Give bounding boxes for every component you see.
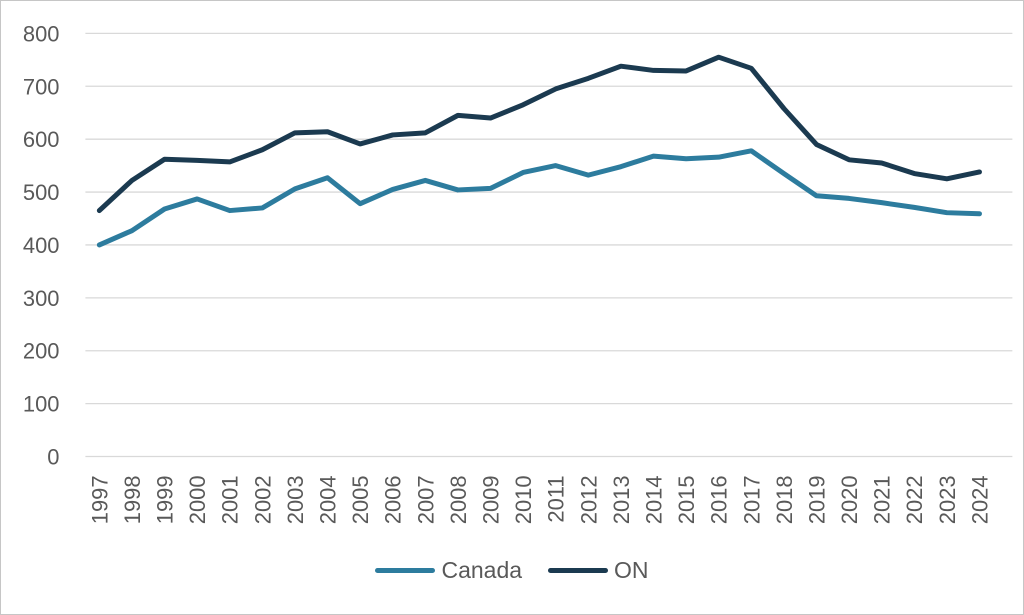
x-axis-tick-label: 2010 bbox=[511, 475, 536, 524]
x-axis-tick-label: 2018 bbox=[772, 475, 797, 524]
x-axis-tick-label: 1997 bbox=[87, 475, 112, 524]
legend-swatch-on-line bbox=[548, 568, 609, 573]
y-axis-tick-label: 300 bbox=[23, 286, 60, 311]
x-axis-tick-label: 2011 bbox=[544, 475, 569, 522]
legend-item-on: ON bbox=[548, 559, 649, 582]
legend-label-canada: Canada bbox=[441, 557, 523, 583]
x-axis-tick-label: 2005 bbox=[348, 475, 373, 524]
x-axis-tick-label: 2017 bbox=[739, 475, 764, 524]
y-axis-tick-label: 800 bbox=[23, 21, 60, 46]
y-axis-tick-label: 200 bbox=[23, 339, 60, 364]
x-axis-tick-label: 2021 bbox=[870, 475, 895, 524]
series-line-on bbox=[96, 54, 982, 214]
y-axis-tick-label: 0 bbox=[47, 444, 59, 469]
x-axis-tick-label: 2015 bbox=[674, 475, 699, 524]
x-axis-tick-label: 2022 bbox=[902, 475, 927, 524]
x-axis-tick-label: 2009 bbox=[478, 475, 503, 524]
x-axis-tick-label: 2016 bbox=[707, 475, 732, 524]
x-axis-tick-label: 2002 bbox=[250, 475, 275, 524]
x-axis-tick-label: 2008 bbox=[446, 475, 471, 524]
y-axis-tick-label: 700 bbox=[23, 74, 60, 99]
y-axis-tick-label: 400 bbox=[23, 233, 60, 258]
x-axis-tick-label: 1999 bbox=[153, 475, 178, 524]
x-axis-tick-label: 2014 bbox=[641, 475, 666, 524]
legend-swatch-canada-line bbox=[375, 568, 436, 573]
x-axis-tick-label: 2024 bbox=[967, 475, 992, 524]
x-axis-tick-label: 2006 bbox=[381, 475, 406, 524]
series-line-canada bbox=[96, 148, 982, 248]
x-axis-tick-label: 2000 bbox=[185, 475, 210, 524]
x-axis-tick-label: 1998 bbox=[120, 475, 145, 524]
y-axis-tick-label: 100 bbox=[23, 392, 60, 417]
legend: Canada ON bbox=[1, 559, 1023, 582]
y-axis-tick-label: 600 bbox=[23, 127, 60, 152]
x-axis-tick-label: 2023 bbox=[935, 475, 960, 524]
legend-label-on: ON bbox=[614, 557, 649, 583]
x-axis-tick-label: 2019 bbox=[804, 475, 829, 524]
y-axis-tick-label: 500 bbox=[23, 180, 60, 205]
x-axis-tick-label: 2013 bbox=[609, 475, 634, 524]
x-axis-tick-label: 2003 bbox=[283, 475, 308, 524]
x-axis-tick-label: 2004 bbox=[316, 475, 341, 524]
x-axis-tick-label: 2020 bbox=[837, 475, 862, 524]
legend-item-canada: Canada bbox=[375, 559, 522, 582]
x-axis-tick-label: 2001 bbox=[218, 475, 243, 524]
x-axis-tick-label: 2007 bbox=[413, 475, 438, 524]
x-axis-tick-label: 2012 bbox=[576, 475, 601, 524]
